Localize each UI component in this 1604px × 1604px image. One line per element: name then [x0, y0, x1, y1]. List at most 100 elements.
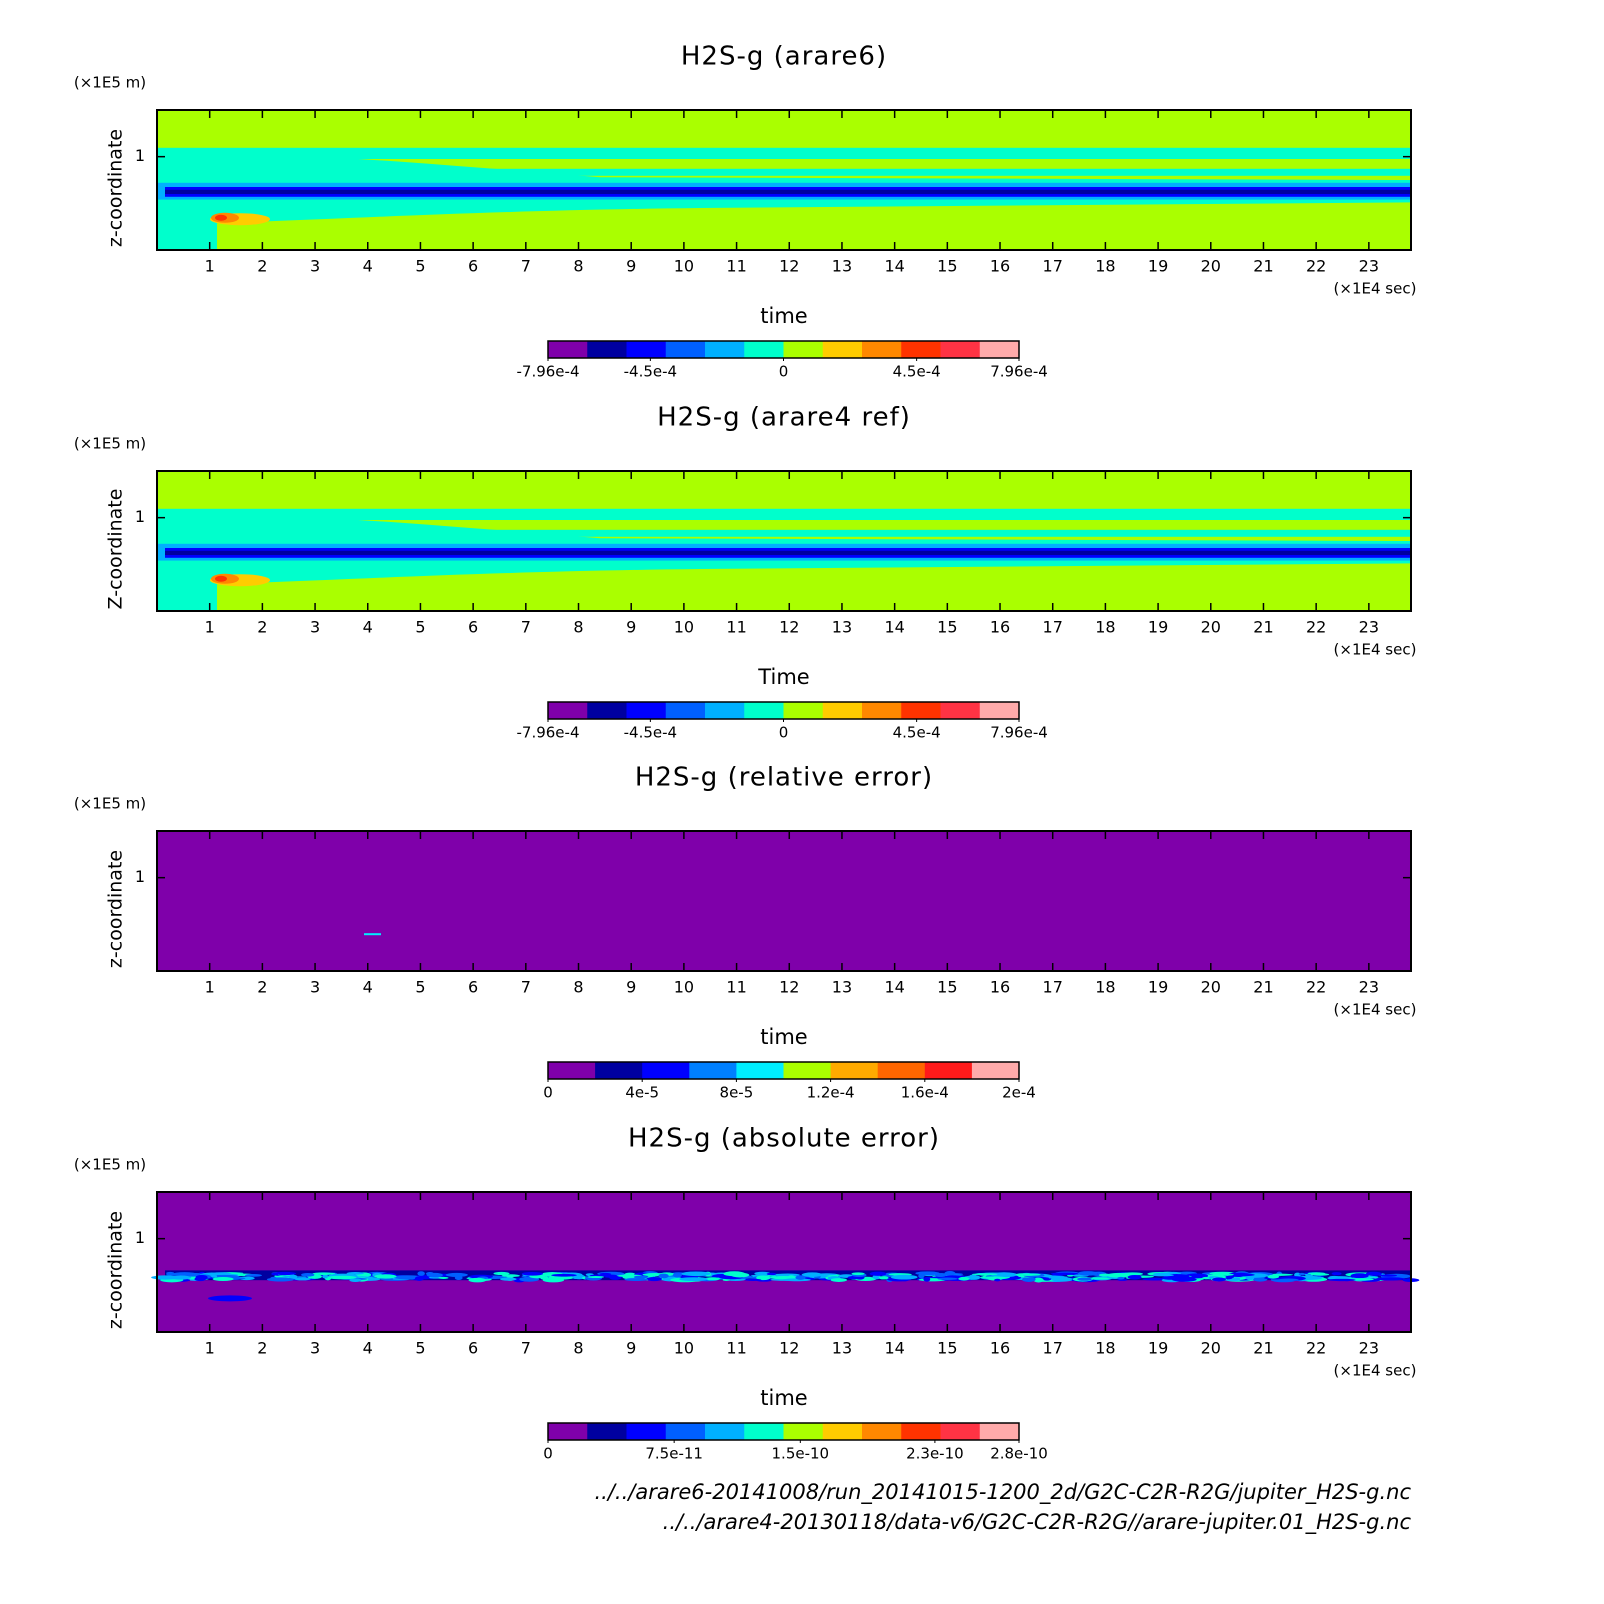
x-tick-label: 11 — [726, 257, 746, 276]
y-unit: (×1E5 m) — [74, 1156, 146, 1174]
contour-region — [633, 1275, 648, 1279]
colorbar-cell — [548, 341, 588, 358]
colorbar-tick-label: 1.5e-10 — [772, 1445, 830, 1463]
colorbar-tick-label: 4.5e-4 — [893, 724, 941, 742]
colorbar-tick-label: 0 — [779, 363, 789, 381]
contour-region — [704, 1277, 721, 1281]
x-tick-label: 7 — [521, 618, 531, 637]
x-tick-label: 20 — [1201, 978, 1221, 997]
colorbar-cell — [783, 341, 824, 358]
contour-region — [681, 1271, 711, 1277]
contour-region — [493, 1271, 510, 1276]
x-tick-label: 1 — [205, 978, 215, 997]
x-axis-label: time — [760, 304, 807, 328]
x-tick-label: 3 — [310, 978, 320, 997]
footnote: ../../arare6-20141008/run_20141015-1200_… — [595, 1480, 1412, 1505]
contour-region — [521, 1272, 544, 1276]
contour-region — [393, 1275, 422, 1280]
colorbar-cell — [587, 702, 627, 719]
colorbar-cell — [548, 702, 588, 719]
contour-region — [1327, 1278, 1356, 1282]
x-tick-label: 14 — [884, 978, 904, 997]
x-tick-label: 5 — [415, 978, 425, 997]
colorbar-tick-label: 0 — [779, 724, 789, 742]
plot-frame — [156, 830, 1412, 972]
contour-region — [830, 1278, 848, 1282]
colorbar-cell — [822, 341, 863, 358]
contour-region — [215, 575, 227, 582]
y-unit: (×1E5 m) — [74, 74, 146, 92]
x-tick-label: 16 — [990, 257, 1010, 276]
contour-region — [979, 1276, 1006, 1279]
contour-region — [364, 933, 381, 936]
x-axis-label: Time — [757, 665, 809, 689]
x-tick-label: 10 — [674, 618, 694, 637]
contour-region — [646, 1276, 663, 1282]
colorbar-cell — [587, 1423, 627, 1440]
contour-region — [1050, 1272, 1079, 1275]
x-tick-label: 10 — [674, 978, 694, 997]
x-tick-label: 20 — [1201, 1339, 1221, 1358]
x-tick-label: 17 — [1043, 257, 1063, 276]
x-unit: (×1E4 sec) — [1334, 1001, 1417, 1019]
contour-region — [1106, 1272, 1130, 1278]
colorbar-tick-label: -7.96e-4 — [517, 724, 580, 742]
x-tick-label: 19 — [1148, 1339, 1168, 1358]
contour-region — [551, 1273, 577, 1277]
x-tick-label: 7 — [521, 1339, 531, 1358]
x-tick-label: 20 — [1201, 618, 1221, 637]
contour-region — [744, 1278, 762, 1282]
chart-title: H2S-g (arare6) — [681, 42, 887, 72]
x-tick-label: 8 — [573, 257, 583, 276]
colorbar-tick-label: 2.3e-10 — [906, 1445, 964, 1463]
x-tick-label: 11 — [726, 618, 746, 637]
x-tick-label: 13 — [832, 1339, 852, 1358]
colorbar-cell — [689, 1062, 737, 1079]
contour-region — [501, 1274, 520, 1278]
y-axis-label: z-coordinate — [105, 1211, 127, 1329]
contour-region — [723, 1271, 745, 1277]
x-tick-label: 23 — [1359, 978, 1379, 997]
chart-title: H2S-g (absolute error) — [628, 1124, 940, 1154]
contour-region — [801, 1272, 823, 1277]
colorbar-cell — [783, 1423, 824, 1440]
colorbar-cell — [736, 1062, 784, 1079]
contour-region — [165, 550, 1411, 555]
x-tick-label: 6 — [468, 257, 478, 276]
y-tick-label: 1 — [135, 1228, 145, 1247]
contour-region — [468, 1277, 487, 1283]
colorbar-cell — [979, 702, 1020, 719]
contour-region — [1202, 1276, 1210, 1280]
x-tick-label: 9 — [626, 257, 636, 276]
colorbar-tick-label: 0 — [543, 1445, 553, 1463]
contour-region — [165, 189, 1411, 194]
contour-region — [890, 1274, 918, 1280]
contour-region — [215, 214, 227, 221]
contour-region — [1150, 1277, 1163, 1281]
contour-region — [322, 1274, 329, 1279]
colorbar-cell — [705, 702, 745, 719]
x-tick-label: 16 — [990, 978, 1010, 997]
contour-region — [672, 1273, 682, 1278]
colorbar-cell — [830, 1062, 879, 1079]
contour-region — [1185, 1276, 1196, 1279]
contour-region — [722, 1278, 730, 1282]
x-tick-label: 11 — [726, 978, 746, 997]
x-unit: (×1E4 sec) — [1334, 1362, 1417, 1380]
contour-region — [346, 1271, 364, 1275]
x-tick-label: 22 — [1306, 257, 1326, 276]
x-tick-label: 23 — [1359, 1339, 1379, 1358]
plot-frame — [156, 470, 1412, 612]
x-tick-label: 9 — [626, 1339, 636, 1358]
colorbar-cell — [665, 702, 706, 719]
contour-region — [157, 1192, 1411, 1332]
contour-region — [273, 1271, 297, 1276]
colorbar-tick-label: 1.6e-4 — [901, 1084, 949, 1102]
contour-region — [1015, 1273, 1041, 1276]
contour-region — [658, 1273, 669, 1279]
contour-region — [157, 152, 217, 250]
contour-region — [445, 1272, 468, 1278]
x-tick-label: 15 — [937, 1339, 957, 1358]
x-tick-label: 21 — [1253, 257, 1273, 276]
